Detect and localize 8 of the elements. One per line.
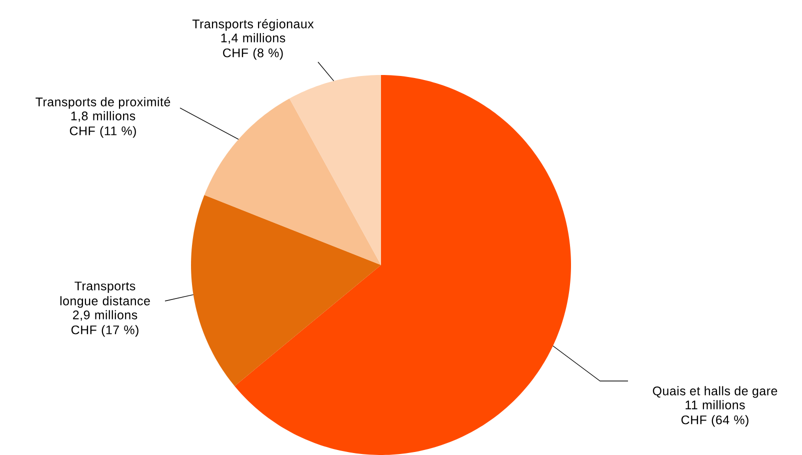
data-label: 2,9 millions CHF (17 %) — [71, 310, 138, 337]
data-label: 1,8 millions CHF (11 %) — [70, 111, 136, 138]
slice-label: Transports de proximité — [36, 97, 170, 109]
slice-label: Transports régionaux — [192, 19, 314, 31]
slice-label: Transports longue distance — [60, 282, 150, 308]
slice-label: Quais et halls de gare — [652, 386, 778, 398]
data-label: 1,4 millions CHF (8 %) — [221, 33, 286, 60]
data-label: 11 millions CHF (64 %) — [681, 400, 748, 427]
